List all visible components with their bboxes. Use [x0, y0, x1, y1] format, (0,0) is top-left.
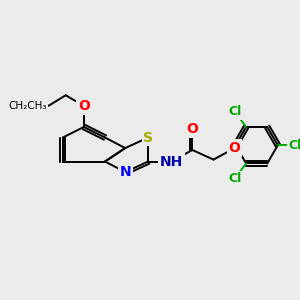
- Text: S: S: [143, 130, 153, 145]
- Text: O: O: [186, 122, 198, 136]
- Text: Cl: Cl: [288, 139, 300, 152]
- Text: Cl: Cl: [228, 172, 241, 185]
- Text: O: O: [229, 141, 241, 155]
- Text: Cl: Cl: [228, 105, 241, 118]
- Text: O: O: [78, 99, 90, 113]
- Text: N: N: [119, 165, 131, 179]
- Text: NH: NH: [160, 154, 183, 169]
- Text: CH₂CH₃: CH₂CH₃: [8, 101, 46, 111]
